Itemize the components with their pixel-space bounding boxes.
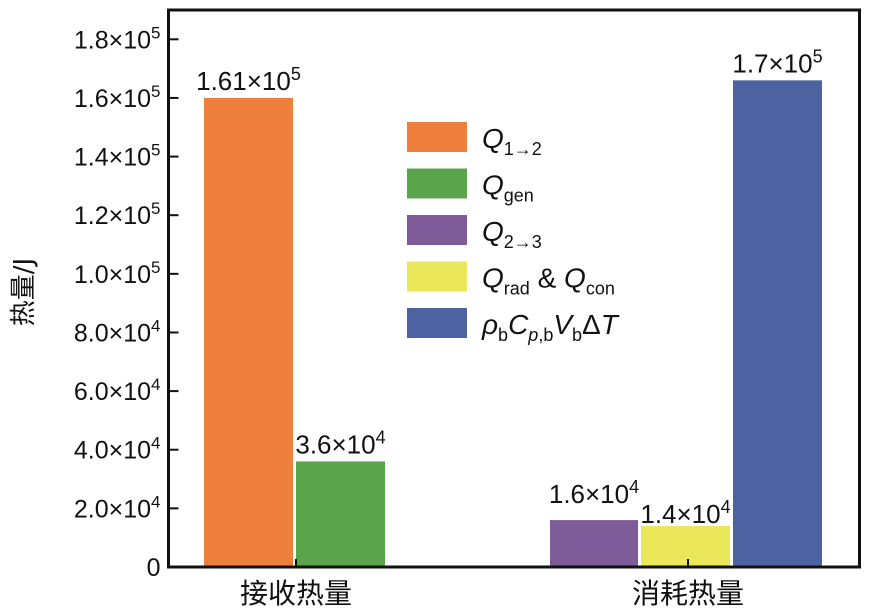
plot-frame	[167, 8, 861, 569]
data-label: 1.4×104	[640, 497, 730, 529]
bar	[641, 525, 730, 567]
bar	[550, 520, 638, 567]
legend-swatch	[407, 168, 467, 199]
y-axis-label: 热量/J	[9, 258, 39, 326]
legend-label: ρbCp,bVbΔT	[481, 309, 620, 345]
bar	[204, 97, 293, 568]
x-category-label: 消耗热量	[632, 577, 744, 610]
y-tick-label: 2.0×104	[74, 492, 161, 523]
legend-label: Q2→3	[482, 216, 542, 252]
legend-swatch	[407, 308, 467, 338]
y-tick-label: 1.6×105	[74, 82, 161, 113]
y-tick-label: 8.0×104	[74, 316, 161, 347]
y-tick-label: 1.0×105	[74, 258, 161, 289]
y-tick-label: 0	[147, 554, 161, 582]
y-tick-label: 6.0×104	[74, 375, 161, 406]
x-category-label: 接收热量	[240, 577, 352, 610]
data-label: 1.6×104	[549, 477, 639, 509]
legend-swatch	[407, 122, 467, 152]
legend-label: Qgen	[482, 170, 534, 206]
y-tick-label: 1.2×105	[74, 199, 161, 230]
bar	[733, 80, 822, 567]
legend-label: Qrad & Qcon	[482, 263, 615, 299]
y-tick-label: 1.8×105	[74, 23, 161, 54]
legend-swatch	[407, 261, 467, 292]
data-label: 1.7×105	[732, 46, 822, 78]
legend-swatch	[407, 215, 467, 245]
x-categories: 接收热量 消耗热量	[240, 559, 744, 610]
bar	[296, 461, 385, 567]
legend: Q1→2 Qgen Q2→3 Qrad & Qcon ρbCp,bVbΔT	[407, 122, 620, 345]
y-tick-label: 1.4×105	[74, 141, 161, 172]
data-label: 3.6×104	[295, 427, 385, 459]
legend-label: Q1→2	[482, 123, 542, 159]
y-ticks: 0 2.0×104 4.0×104 6.0×104 8.0×104 1.0×105 1.2×…	[74, 23, 179, 582]
bars-layer	[204, 80, 822, 568]
data-label: 1.61×105	[196, 64, 301, 96]
y-tick-label: 4.0×104	[74, 434, 161, 465]
